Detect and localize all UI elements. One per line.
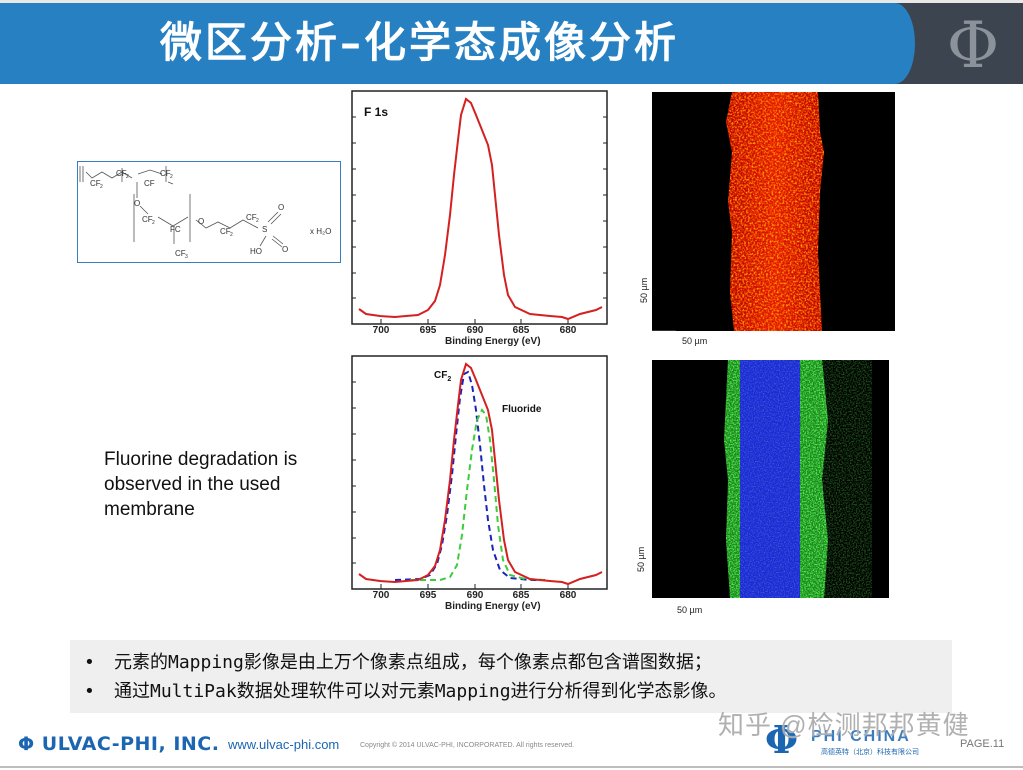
summary-bullets: • 元素的Mapping影像是由上万个像素点组成，每个像素点都包含谱图数据； •…: [70, 640, 952, 713]
svg-text:CF: CF: [116, 169, 127, 178]
bullet-text: 元素的Mapping影像是由上万个像素点组成，每个像素点都包含谱图数据；: [114, 652, 712, 673]
page-title: 微区分析–化学态成像分析: [160, 18, 680, 67]
phi-china-logo: Φ PHI CHINA 高德英特（北京）科技有限公司: [765, 718, 945, 762]
svg-text:CF: CF: [175, 249, 186, 258]
svg-text:2: 2: [152, 220, 155, 226]
x-tick-680: 680: [559, 325, 577, 336]
svg-text:CF: CF: [142, 215, 153, 224]
phi-icon: Φ: [765, 717, 799, 762]
phi-china-subtitle: 高德英特（北京）科技有限公司: [821, 749, 919, 756]
company-logo: Φ ULVAC-PHI, INC.: [18, 733, 219, 755]
company-name: ULVAC-PHI, INC.: [41, 733, 220, 755]
phi-icon: Φ: [946, 9, 1000, 83]
x-tick-695: 695: [419, 325, 437, 336]
bullet-icon: •: [84, 652, 95, 673]
nafion-structure-icon: CF 2 CF 2 CF CF 2 O CF 2 FC CF 3 O CF 2 CF 2 S …: [79, 166, 331, 260]
svg-text:2: 2: [256, 218, 259, 224]
bullet-item: • 通过MultiPak数据处理软件可以对元素Mapping进行分析得到化学态影…: [80, 677, 952, 706]
x-tick-690: 690: [466, 590, 484, 601]
map-scale-x-label: 50 µm: [682, 336, 708, 346]
svg-text:O: O: [198, 217, 204, 226]
svg-text:2: 2: [100, 184, 103, 190]
x-tick-685: 685: [512, 325, 530, 336]
svg-text:O: O: [282, 245, 288, 254]
observation-note: Fluorine degradation is observed in the …: [104, 449, 298, 520]
x-axis-title: Binding Energy (eV): [445, 601, 541, 612]
map-scale-y-label: 50 µm: [636, 546, 646, 572]
chemical-state-map-image: [724, 360, 872, 598]
company-url-link[interactable]: www.ulvac-phi.com: [228, 737, 340, 752]
svg-text:FC: FC: [170, 225, 181, 234]
f1s-spectrum-chart: F 1s 700 695 690 685 680 Binding Energy …: [340, 85, 620, 350]
f1s-plot-area: [351, 90, 608, 325]
svg-text:3: 3: [185, 254, 188, 260]
x-tick-690: 690: [466, 325, 484, 336]
page-number: PAGE.11: [960, 738, 1005, 750]
f1s-element-map: [652, 92, 895, 331]
cf2-label: CF2: [434, 370, 451, 383]
svg-text:CF: CF: [220, 227, 231, 236]
x-tick-700: 700: [372, 590, 390, 601]
svg-text:HO: HO: [250, 247, 262, 256]
svg-text:CF: CF: [90, 179, 101, 188]
svg-text:O: O: [278, 203, 284, 212]
x-axis-title: Binding Energy (eV): [445, 336, 541, 347]
svg-text:2: 2: [126, 174, 129, 180]
svg-text:CF: CF: [160, 169, 171, 178]
molecule-structure: CF 2 CF 2 CF CF 2 O CF 2 FC CF 3 O CF 2 CF 2 S …: [77, 161, 341, 263]
bullet-icon: •: [84, 681, 95, 702]
watermark: 知乎 @检测邦邦黄健: [718, 710, 970, 740]
f1s-map-image: [726, 92, 824, 331]
cf2-label-subscript: 2: [447, 376, 452, 383]
svg-text:2: 2: [170, 174, 173, 180]
header-blue-band: [0, 3, 915, 84]
bullet-text: 通过MultiPak数据处理软件可以对元素Mapping进行分析得到化学态影像。: [114, 681, 727, 702]
f1s-curvefit-chart: CF2 Fluoride 700 695 690 685 680 Binding…: [340, 350, 620, 615]
svg-text:2: 2: [230, 232, 233, 238]
svg-text:CF: CF: [144, 179, 155, 188]
phi-icon: Φ: [18, 733, 35, 755]
svg-text:x H₂O: x H₂O: [310, 227, 331, 236]
footer-divider: [0, 766, 1023, 768]
f1s-label: F 1s: [364, 105, 389, 119]
cf2-label-text: CF: [434, 370, 448, 381]
x-tick-680: 680: [559, 590, 577, 601]
bullet-item: • 元素的Mapping影像是由上万个像素点组成，每个像素点都包含谱图数据；: [80, 648, 952, 677]
curvefit-plot-area: [351, 355, 608, 590]
svg-text:CF: CF: [246, 213, 257, 222]
x-tick-700: 700: [372, 325, 390, 336]
x-tick-695: 695: [419, 590, 437, 601]
phi-china-name: PHI CHINA: [811, 728, 911, 745]
x-tick-685: 685: [512, 590, 530, 601]
svg-text:S: S: [262, 225, 267, 234]
map-scale-bar-x: [652, 330, 676, 331]
chemical-state-map: [652, 360, 889, 598]
fluoride-label: Fluoride: [502, 404, 542, 415]
map-scale-y-label: 50 µm: [639, 277, 649, 303]
map-scale-x-label: 50 µm: [677, 605, 703, 615]
svg-text:O: O: [134, 199, 140, 208]
copyright-text: Copyright © 2014 ULVAC-PHI, INCORPORATED…: [360, 742, 575, 749]
top-border: [0, 0, 1023, 3]
header-bar: 微区分析–化学态成像分析 Φ: [0, 3, 1023, 84]
